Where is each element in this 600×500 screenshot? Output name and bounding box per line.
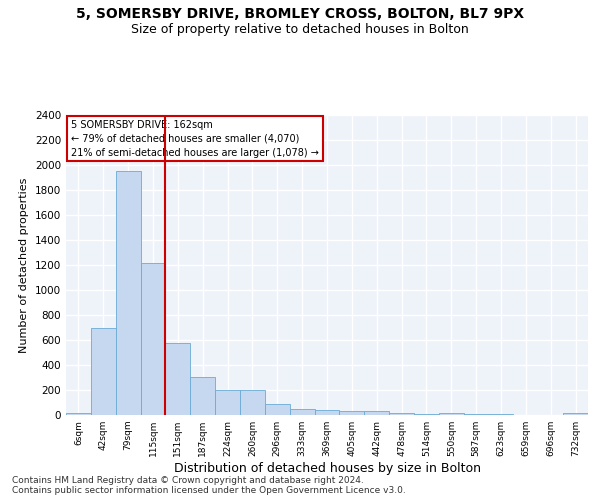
Bar: [140, 262, 166, 415]
Bar: [66, 412, 91, 415]
Bar: [265, 404, 290, 415]
Bar: [340, 410, 364, 415]
Bar: [190, 377, 215, 415]
Bar: [290, 410, 314, 415]
Bar: [414, 414, 439, 415]
Text: 5, SOMERSBY DRIVE, BROMLEY CROSS, BOLTON, BL7 9PX: 5, SOMERSBY DRIVE, BROMLEY CROSS, BOLTON…: [76, 8, 524, 22]
Bar: [314, 410, 340, 415]
Bar: [364, 411, 389, 415]
Bar: [488, 414, 514, 415]
Bar: [116, 171, 140, 415]
Bar: [464, 414, 488, 415]
X-axis label: Distribution of detached houses by size in Bolton: Distribution of detached houses by size …: [173, 462, 481, 475]
Bar: [240, 390, 265, 415]
Bar: [166, 343, 190, 415]
Bar: [439, 412, 464, 415]
Text: 5 SOMERSBY DRIVE: 162sqm
← 79% of detached houses are smaller (4,070)
21% of sem: 5 SOMERSBY DRIVE: 162sqm ← 79% of detach…: [71, 120, 319, 158]
Bar: [563, 412, 588, 415]
Text: Contains HM Land Registry data © Crown copyright and database right 2024.
Contai: Contains HM Land Registry data © Crown c…: [12, 476, 406, 495]
Bar: [215, 390, 240, 415]
Bar: [389, 413, 414, 415]
Bar: [91, 328, 116, 415]
Text: Size of property relative to detached houses in Bolton: Size of property relative to detached ho…: [131, 22, 469, 36]
Y-axis label: Number of detached properties: Number of detached properties: [19, 178, 29, 352]
